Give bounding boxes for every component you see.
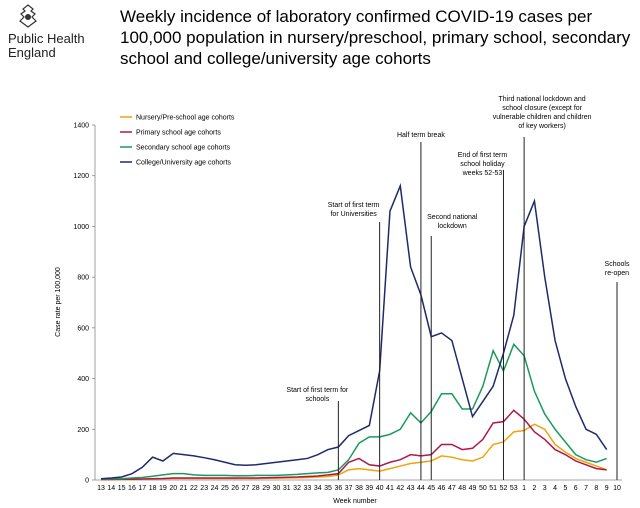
annotation-text: schools: [305, 396, 329, 403]
series-line: [101, 409, 607, 481]
y-tick-label: 800: [77, 275, 89, 282]
x-tick-label: 43: [407, 485, 415, 492]
y-tick-label: 400: [77, 376, 89, 383]
x-tick-label: 15: [118, 485, 126, 492]
legend-label: Primary school age cohorts: [136, 130, 221, 137]
x-tick-label: 20: [169, 485, 177, 492]
x-tick-label: 51: [489, 485, 497, 492]
x-tick-label: 52: [500, 485, 508, 492]
logo-text: Public Health England: [8, 32, 85, 60]
x-tick-label: 50: [479, 485, 487, 492]
annotation-text: weeks 52-53: [462, 170, 503, 177]
annotation-text: of key workers): [518, 123, 565, 130]
annotation-text: Half term break: [397, 132, 445, 139]
x-tick-label: 10: [613, 485, 621, 492]
x-tick-label: 24: [211, 485, 219, 492]
series-line: [100, 342, 607, 480]
annotation-text: school holiday: [460, 161, 505, 168]
x-tick-label: 25: [221, 485, 229, 492]
annotation-text: Start of first term for: [286, 387, 349, 394]
x-tick-label: 2: [532, 485, 536, 492]
x-tick-label: 38: [355, 485, 363, 492]
annotation-text: Schools: [605, 261, 630, 268]
x-tick-label: 34: [314, 485, 322, 492]
x-tick-label: 35: [324, 485, 332, 492]
x-tick-label: 23: [200, 485, 208, 492]
annotation-text: Second national: [427, 214, 478, 221]
x-tick-label: 30: [273, 485, 281, 492]
y-axis-label: Case rate per 100,000: [55, 267, 62, 337]
x-tick-label: 49: [469, 485, 477, 492]
annotation-text: lockdown: [438, 223, 467, 230]
x-tick-label: 4: [553, 485, 557, 492]
x-tick-label: 47: [448, 485, 456, 492]
annotation-text: Start of first term: [328, 202, 380, 209]
x-tick-label: 17: [138, 485, 146, 492]
series-line: [100, 182, 608, 480]
x-tick-label: 27: [242, 485, 250, 492]
x-tick-label: 22: [190, 485, 198, 492]
annotation-text: school closure (except for: [502, 105, 582, 112]
logo-line: England: [8, 45, 56, 60]
y-tick-label: 1200: [73, 173, 89, 180]
x-tick-label: 29: [262, 485, 270, 492]
x-tick-label: 46: [438, 485, 446, 492]
x-tick-label: 33: [304, 485, 312, 492]
annotation-text: vulnerable children and children: [493, 114, 592, 121]
x-tick-label: 14: [107, 485, 115, 492]
x-axis-label: Week number: [333, 498, 377, 505]
y-tick-label: 1400: [73, 123, 89, 130]
x-tick-label: 5: [563, 485, 567, 492]
x-tick-label: 8: [594, 485, 598, 492]
y-tick-label: 600: [77, 325, 89, 332]
logo-line: Public Health: [8, 31, 85, 46]
x-tick-label: 45: [427, 485, 435, 492]
x-tick-label: 41: [386, 485, 394, 492]
x-tick-label: 6: [574, 485, 578, 492]
x-tick-label: 3: [543, 485, 547, 492]
x-tick-label: 1: [522, 485, 526, 492]
y-tick-label: 1000: [73, 224, 89, 231]
x-tick-label: 13: [97, 485, 105, 492]
x-tick-label: 19: [159, 485, 167, 492]
x-tick-label: 44: [417, 485, 425, 492]
x-tick-label: 18: [149, 485, 157, 492]
x-tick-label: 32: [293, 485, 301, 492]
x-tick-label: 37: [345, 485, 353, 492]
x-tick-label: 48: [458, 485, 466, 492]
logo-crest: [19, 4, 37, 28]
y-tick-label: 200: [77, 427, 89, 434]
chart-title: Weekly incidence of laboratory confirmed…: [120, 7, 631, 68]
x-tick-label: 9: [605, 485, 609, 492]
annotation-text: re-open: [605, 270, 629, 277]
x-tick-label: 7: [584, 485, 588, 492]
annotation-text: Third national lockdown and: [499, 96, 586, 103]
x-tick-label: 28: [252, 485, 260, 492]
annotation-text: End of first term: [458, 152, 508, 159]
x-tick-label: 21: [180, 485, 188, 492]
legend-label: Secondary school age cohorts: [136, 145, 231, 152]
legend-label: Nursery/Pre-school age cohorts: [136, 115, 235, 122]
x-tick-label: 39: [365, 485, 373, 492]
x-tick-label: 16: [128, 485, 136, 492]
x-tick-label: 26: [231, 485, 239, 492]
x-tick-label: 53: [510, 485, 518, 492]
x-tick-label: 42: [396, 485, 404, 492]
x-tick-label: 36: [334, 485, 342, 492]
annotation-text: for Universities: [330, 211, 377, 218]
x-tick-label: 31: [283, 485, 291, 492]
legend-label: College/University age cohorts: [136, 160, 231, 167]
y-tick-label: 0: [85, 478, 89, 485]
x-tick-label: 40: [376, 485, 384, 492]
